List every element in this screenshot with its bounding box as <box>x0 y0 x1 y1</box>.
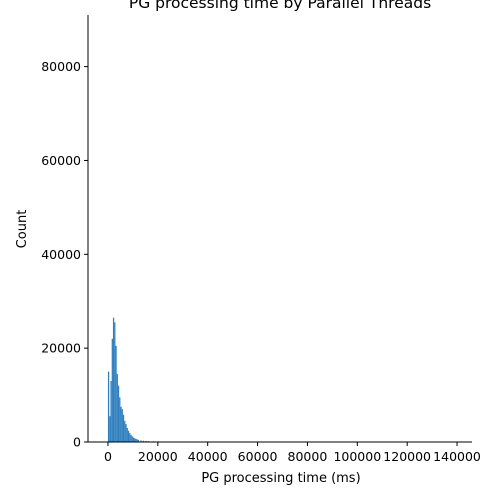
histogram-bar <box>132 437 135 442</box>
histogram-bar <box>117 385 120 442</box>
histogram-bar <box>136 439 138 442</box>
histogram-bar <box>115 345 117 442</box>
histogram-bar <box>137 439 140 442</box>
y-axis-label: Count <box>15 210 30 249</box>
histogram-bar <box>119 397 121 442</box>
histogram-bar <box>129 433 131 442</box>
histogram-bar <box>116 373 118 442</box>
y-tick-label: 40000 <box>41 247 81 262</box>
histogram-bar <box>135 438 137 442</box>
histogram-bar <box>120 406 122 442</box>
histogram-bar <box>142 440 145 442</box>
histogram-bar <box>114 322 116 442</box>
chart-title: PG processing time by Parallel Threads <box>129 0 431 12</box>
histogram-bar <box>110 381 112 442</box>
x-tick-label: 20000 <box>138 449 178 464</box>
y-tick-label: 0 <box>73 435 81 450</box>
y-tick-label: 80000 <box>41 59 81 74</box>
y-axis-ticks: 0 20000 40000 60000 80000 <box>41 59 88 450</box>
x-tick-label: 40000 <box>188 449 228 464</box>
x-tick-label: 80000 <box>288 449 328 464</box>
histogram-bar <box>107 371 110 442</box>
histogram-bar <box>140 440 142 442</box>
y-tick-label: 20000 <box>41 341 81 356</box>
histogram-bar <box>145 440 147 442</box>
histogram-bar <box>131 436 133 442</box>
bars-group <box>107 317 459 442</box>
histogram-bar <box>125 424 127 442</box>
x-tick-label: 100000 <box>333 449 381 464</box>
histogram-bar <box>111 338 113 442</box>
x-axis-label: PG processing time (ms) <box>201 471 360 486</box>
x-tick-label: 60000 <box>238 449 278 464</box>
histogram-bar <box>121 409 123 442</box>
x-axis-ticks: 0 20000 40000 60000 80000 100000 120000 140000 <box>104 442 481 464</box>
x-tick-label: 120000 <box>383 449 431 464</box>
histogram-bar <box>134 438 136 442</box>
y-tick-label: 60000 <box>41 153 81 168</box>
histogram-bar <box>126 427 128 442</box>
histogram-bar <box>130 434 132 442</box>
histogram-bar <box>124 420 126 442</box>
x-tick-label: 0 <box>104 449 112 464</box>
histogram-bar <box>127 430 130 442</box>
histogram-bar <box>122 414 125 442</box>
histogram-bar <box>112 317 115 442</box>
x-tick-label: 140000 <box>433 449 481 464</box>
histogram-bar <box>109 416 111 442</box>
